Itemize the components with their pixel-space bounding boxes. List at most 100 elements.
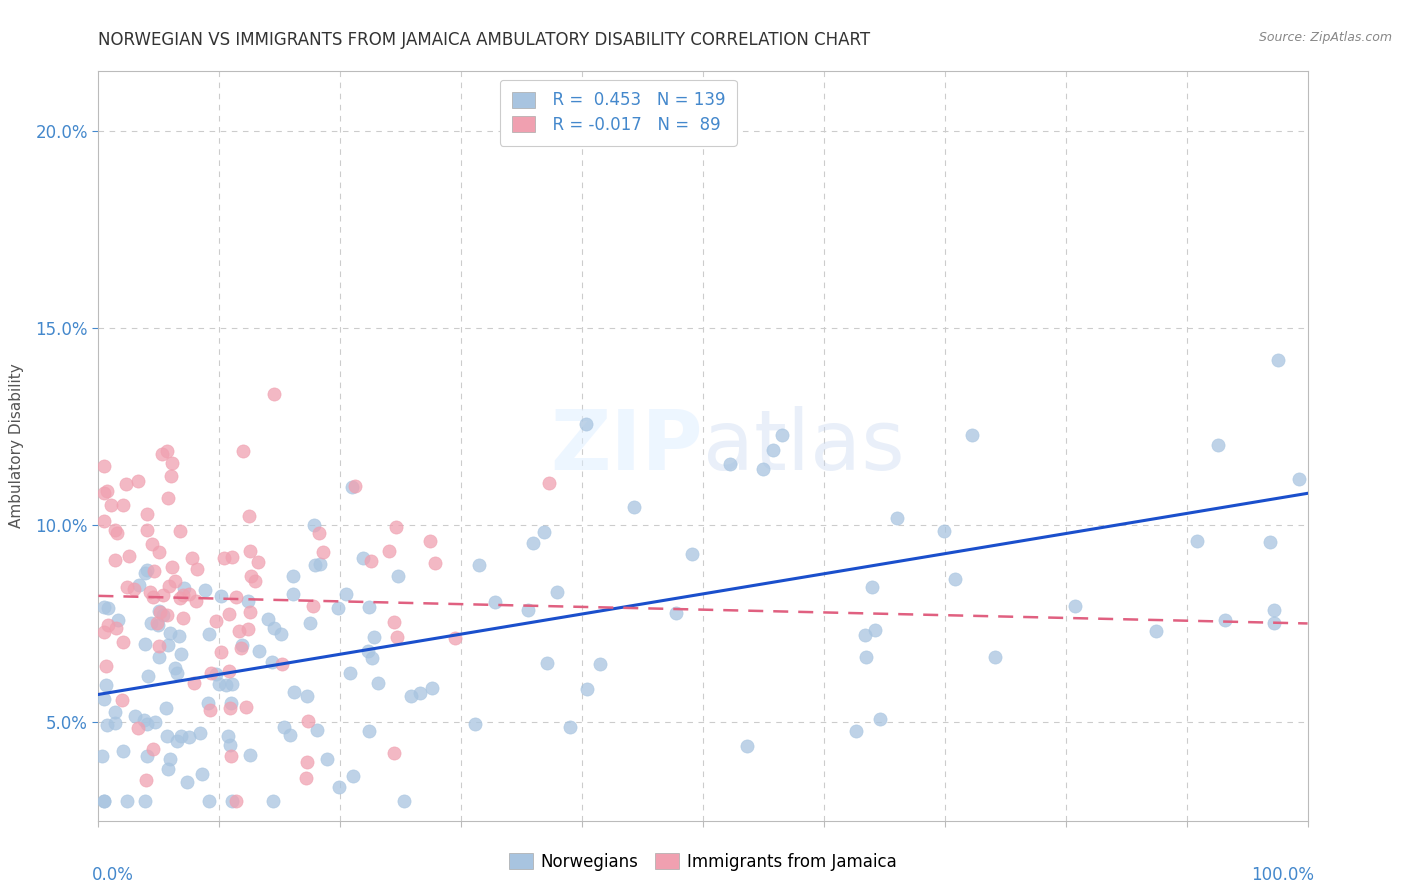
Point <box>156 638 179 652</box>
Point <box>96 483 118 498</box>
Point <box>340 480 363 494</box>
Point <box>152 588 174 602</box>
Point <box>589 657 612 672</box>
Point <box>247 555 270 569</box>
Point <box>169 591 191 605</box>
Point <box>112 634 135 648</box>
Point <box>219 749 242 764</box>
Point <box>357 599 380 614</box>
Point <box>517 602 540 616</box>
Legend:   R =  0.453   N = 139,   R = -0.017   N =  89: R = 0.453 N = 139, R = -0.017 N = 89 <box>501 79 737 145</box>
Point <box>197 696 219 710</box>
Text: NORWEGIAN VS IMMIGRANTS FROM JAMAICA AMBULATORY DISABILITY CORRELATION CHART: NORWEGIAN VS IMMIGRANTS FROM JAMAICA AMB… <box>98 31 870 49</box>
Point <box>167 628 190 642</box>
Point <box>270 626 292 640</box>
Point <box>363 630 385 644</box>
Point <box>145 615 167 630</box>
Point <box>283 587 305 601</box>
Text: 100.0%: 100.0% <box>1250 865 1313 884</box>
Point <box>308 526 330 541</box>
Point <box>575 417 598 431</box>
Point <box>423 556 446 570</box>
Point <box>148 640 170 654</box>
Point <box>576 682 599 697</box>
Point <box>263 621 285 635</box>
Point <box>225 794 247 808</box>
Point <box>170 730 193 744</box>
Point <box>165 661 187 675</box>
Point <box>385 630 408 644</box>
Point <box>156 607 179 622</box>
Point <box>157 491 180 505</box>
Point <box>232 444 254 458</box>
Point <box>162 456 184 470</box>
Point <box>752 462 775 476</box>
Point <box>111 693 134 707</box>
Point <box>218 738 240 752</box>
Point <box>239 544 262 558</box>
Point <box>209 645 232 659</box>
Point <box>263 387 285 401</box>
Point <box>845 724 868 739</box>
Point <box>135 773 157 788</box>
Point <box>537 475 560 490</box>
Point <box>378 544 401 558</box>
Point <box>239 605 262 619</box>
Point <box>115 794 138 808</box>
Point <box>1260 534 1282 549</box>
Point <box>860 581 883 595</box>
Point <box>401 690 423 704</box>
Point <box>188 726 211 740</box>
Point <box>221 677 243 691</box>
Point <box>214 551 236 566</box>
Point <box>1213 613 1236 627</box>
Point <box>225 590 247 604</box>
Point <box>1263 603 1285 617</box>
Point <box>312 545 335 559</box>
Point <box>100 498 122 512</box>
Point <box>960 428 983 442</box>
Point <box>177 587 200 601</box>
Point <box>143 715 166 730</box>
Point <box>169 647 191 661</box>
Point <box>387 569 409 583</box>
Point <box>142 742 165 756</box>
Point <box>205 614 228 628</box>
Point <box>219 696 242 710</box>
Point <box>257 612 280 626</box>
Point <box>163 574 186 589</box>
Point <box>238 509 260 524</box>
Point <box>302 599 325 614</box>
Point <box>166 733 188 747</box>
Point <box>91 749 114 764</box>
Point <box>143 564 166 578</box>
Point <box>560 720 582 734</box>
Point <box>105 525 128 540</box>
Point <box>468 558 491 572</box>
Y-axis label: Ambulatory Disability: Ambulatory Disability <box>10 364 24 528</box>
Point <box>623 500 645 514</box>
Point <box>344 479 367 493</box>
Point <box>444 631 467 645</box>
Point <box>159 752 181 766</box>
Point <box>172 588 194 602</box>
Point <box>409 686 432 700</box>
Point <box>127 474 149 488</box>
Point <box>183 675 205 690</box>
Point <box>136 563 159 577</box>
Point <box>309 558 332 572</box>
Point <box>270 657 292 672</box>
Point <box>134 637 156 651</box>
Point <box>135 716 157 731</box>
Text: ZIP: ZIP <box>551 406 703 486</box>
Point <box>156 444 179 458</box>
Point <box>215 678 238 692</box>
Point <box>247 644 270 658</box>
Point <box>352 550 374 565</box>
Point <box>160 560 183 574</box>
Point <box>238 594 260 608</box>
Point <box>218 664 240 678</box>
Point <box>93 600 115 615</box>
Point <box>166 665 188 680</box>
Point <box>136 523 159 537</box>
